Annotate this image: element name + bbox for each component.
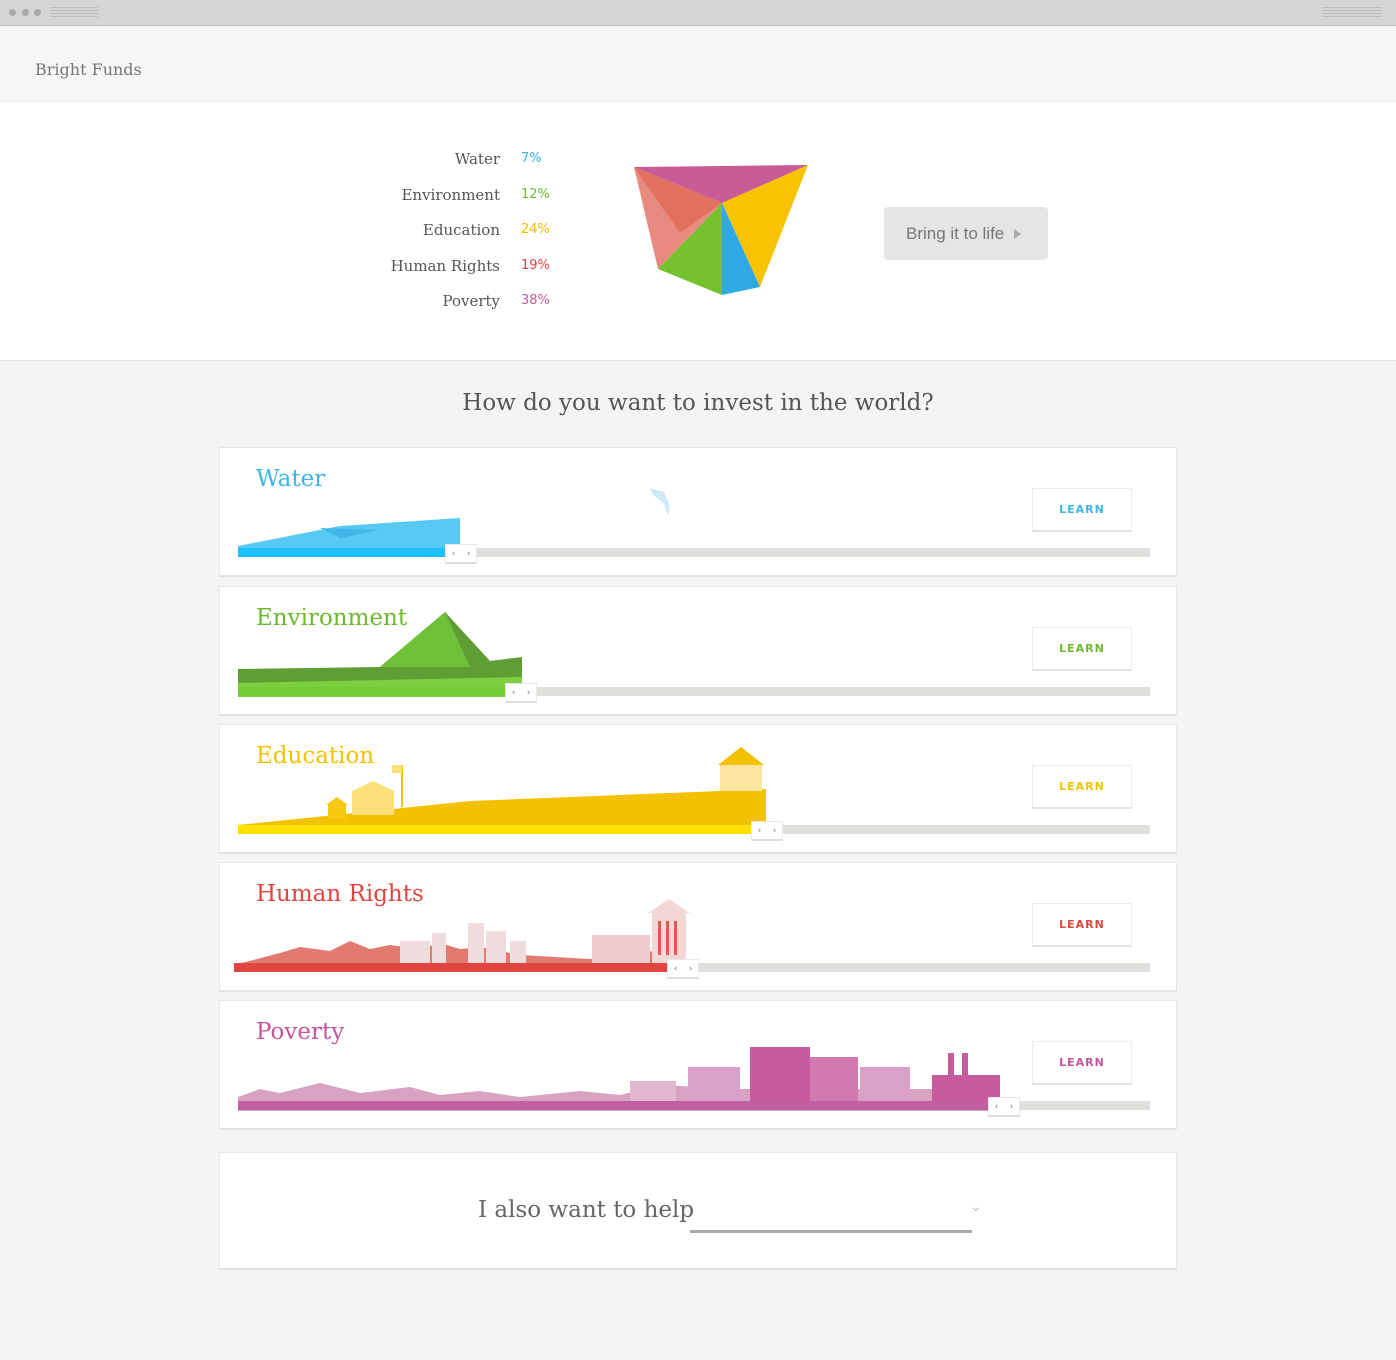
environment-slider-handle[interactable]: ‹ ›	[505, 683, 537, 703]
water-slider-handle[interactable]: ‹ ›	[445, 544, 477, 564]
chevron-left-icon: ‹	[451, 548, 456, 559]
allocation-percent: 24%	[521, 222, 550, 237]
toolbar-strip	[1322, 7, 1382, 18]
allocation-label: Human Rights	[390, 256, 500, 275]
environment-slider-fill	[238, 687, 521, 696]
allocation-percent: 7%	[521, 151, 542, 166]
chevron-right-icon: ›	[526, 687, 531, 698]
cause-card-human-rights: Human Rights ‹ › LEARN	[219, 862, 1177, 992]
play-arrow-icon	[1014, 228, 1022, 239]
human-rights-learn-button[interactable]: LEARN	[1032, 903, 1132, 947]
also-help-label: I also want to help	[478, 1197, 695, 1223]
cause-card-poverty: Poverty ‹ › LEARN	[219, 1000, 1177, 1130]
also-help-select[interactable]	[690, 1193, 972, 1233]
education-illustration	[238, 747, 766, 829]
poverty-slider-handle[interactable]: ‹ ›	[988, 1097, 1020, 1117]
chevron-right-icon: ›	[772, 825, 777, 836]
allocation-percent: 38%	[521, 293, 550, 308]
cause-title: Poverty	[256, 1019, 345, 1045]
chevron-left-icon: ‹	[994, 1101, 999, 1112]
human-rights-slider-handle[interactable]: ‹ ›	[667, 959, 699, 979]
chevron-right-icon: ›	[1009, 1101, 1014, 1112]
page-question: How do you want to invest in the world?	[462, 390, 934, 416]
allocation-percent: 19%	[521, 257, 550, 273]
education-slider-fill	[238, 825, 767, 834]
cause-card-water: Water ‹ › LEARN	[219, 447, 1177, 577]
bring-it-to-life-button[interactable]: Bring it to life	[884, 207, 1048, 260]
cause-title: Water	[256, 466, 326, 492]
chevron-left-icon: ‹	[757, 825, 762, 836]
allocation-label: Environment	[401, 185, 500, 204]
poverty-slider-fill	[238, 1101, 1004, 1110]
allocation-summary: Water 7% Environment 12% Education 24% Human R…	[0, 103, 1396, 361]
education-learn-button[interactable]: LEARN	[1032, 765, 1132, 809]
allocation-label: Education	[422, 221, 500, 239]
window-minimize-icon[interactable]	[22, 9, 29, 16]
also-help-section: I also want to help ⌄	[219, 1152, 1177, 1270]
human-rights-slider-fill	[234, 963, 683, 972]
chevron-right-icon: ›	[466, 548, 471, 559]
water-slider-track[interactable]	[238, 548, 1150, 557]
education-slider-handle[interactable]: ‹ ›	[751, 821, 783, 841]
cause-card-environment: Environment ‹ › LEARN	[219, 586, 1177, 716]
site-header: Bright Funds	[0, 27, 1396, 103]
cause-title: Human Rights	[256, 881, 424, 907]
allocation-pyramid-graphic	[634, 165, 808, 295]
environment-slider-track[interactable]	[238, 687, 1150, 696]
allocation-label: Poverty	[442, 292, 500, 310]
browser-chrome	[0, 0, 1396, 26]
human-rights-illustration	[234, 899, 690, 967]
bring-button-label: Bring it to life	[906, 223, 1005, 243]
allocation-percent: 12%	[521, 186, 550, 202]
brand-logo[interactable]: Bright Funds	[35, 60, 142, 79]
chevron-left-icon: ‹	[673, 963, 678, 974]
water-slider-fill	[238, 548, 461, 557]
chevron-down-icon[interactable]: ⌄	[970, 1199, 982, 1215]
chevron-left-icon: ‹	[511, 687, 516, 698]
environment-learn-button[interactable]: LEARN	[1032, 627, 1132, 671]
allocation-label: Water	[454, 150, 500, 168]
window-close-icon[interactable]	[9, 9, 16, 16]
water-illustration	[238, 488, 670, 548]
cause-card-education: Education ‹ › LEARN	[219, 724, 1177, 854]
chevron-right-icon: ›	[688, 963, 693, 974]
water-learn-button[interactable]: LEARN	[1032, 488, 1132, 532]
window-maximize-icon[interactable]	[34, 9, 41, 16]
cause-title: Environment	[256, 605, 408, 631]
poverty-learn-button[interactable]: LEARN	[1032, 1041, 1132, 1085]
tab-strip	[50, 7, 98, 18]
cause-title: Education	[256, 743, 375, 769]
